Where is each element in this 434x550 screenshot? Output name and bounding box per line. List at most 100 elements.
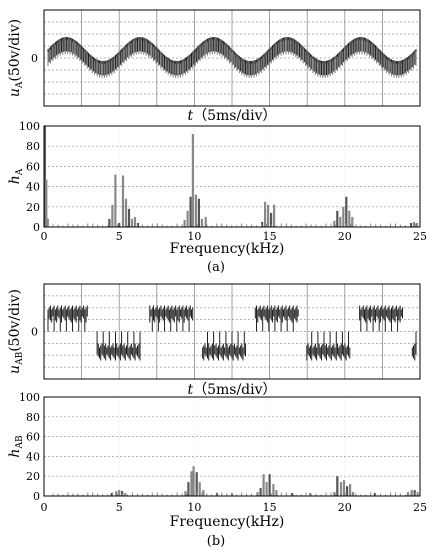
y-tick-label: 60 — [26, 160, 40, 173]
x-tick-label: 25 — [413, 501, 427, 514]
harmonic-bar — [351, 216, 354, 227]
harmonic-bar — [187, 482, 190, 496]
harmonic-bar — [183, 219, 186, 227]
x-tick-label: 0 — [41, 230, 48, 243]
harmonic-bar — [111, 204, 114, 227]
y-axis-label: hAB — [7, 435, 25, 458]
harmonic-bar — [43, 126, 46, 227]
x-tick-label: 10 — [187, 501, 201, 514]
harmonic-bar — [46, 218, 49, 227]
harmonic-bar — [190, 471, 193, 497]
harmonic-bar — [267, 204, 270, 227]
harmonic-bar — [336, 476, 339, 496]
y-tick-label: 0 — [31, 326, 38, 339]
harmonic-bar — [194, 194, 197, 227]
y-tick-label: 80 — [26, 411, 40, 424]
spectral-floor — [52, 223, 416, 227]
harmonic-bar — [373, 493, 376, 496]
harmonic-bar — [110, 493, 113, 496]
spectral-floor — [52, 492, 416, 496]
harmonic-bar — [114, 174, 117, 227]
caption-b: (b) — [207, 534, 225, 549]
harmonic-bar — [412, 221, 416, 227]
y-axis-label: uAB(50v/div) — [7, 289, 25, 374]
harmonic-bar — [136, 223, 140, 227]
harmonic-bar — [333, 220, 336, 227]
harmonic-bar — [127, 208, 131, 227]
harmonic-bar — [202, 490, 205, 496]
harmonic-bar — [272, 484, 275, 496]
y-tick-label: 40 — [26, 181, 40, 194]
y-tick-label: 20 — [26, 201, 40, 214]
harmonic-bar — [413, 490, 416, 496]
harmonic-bar — [45, 179, 48, 227]
y-tick-label: 60 — [26, 431, 40, 444]
harmonic-bar — [192, 466, 195, 496]
harmonic-bar — [124, 198, 128, 227]
harmonic-bar — [204, 216, 207, 227]
harmonic-bar — [262, 474, 265, 496]
harmonic-bar — [309, 493, 312, 496]
y-axis-label: uA(50v/div) — [7, 19, 25, 97]
x-tick-label: 15 — [263, 230, 277, 243]
harmonic-bar — [270, 212, 273, 227]
y-axis-label: hA — [7, 168, 25, 184]
x-axis-label: Frequency(kHz) — [170, 241, 285, 257]
caption-a: (a) — [207, 260, 225, 275]
harmonic-bar — [133, 216, 137, 227]
y-tick-label: 20 — [26, 470, 40, 483]
x-tick-label: 5 — [116, 501, 123, 514]
harmonic-bar — [275, 490, 278, 496]
harmonic-bar — [265, 482, 268, 496]
harmonic-bar — [410, 490, 413, 496]
x-tick-label: 20 — [338, 501, 352, 514]
y-tick-label: 100 — [19, 120, 40, 133]
x-tick-label: 5 — [116, 230, 123, 243]
x-axis-label: t（5ms/div） — [187, 382, 276, 398]
harmonic-bar — [415, 223, 419, 227]
harmonic-bar — [118, 223, 121, 227]
plot-frame — [43, 283, 421, 380]
harmonic-bar — [339, 482, 343, 496]
harmonic-bar — [197, 198, 200, 227]
voltage-waveform-shading — [47, 40, 417, 78]
y-tick-label: 0 — [31, 52, 38, 65]
panel-b-harmonic-spectrum: 0 20 40 60 80 100 0 5 10 15 20 25 hAB Frequency(kHz) — [7, 391, 427, 530]
harmonic-bar — [342, 480, 346, 496]
x-tick-label: 10 — [187, 230, 201, 243]
x-tick-label: 25 — [413, 230, 427, 243]
harmonic-bar — [198, 482, 201, 496]
panel-b-line-voltage: 0 uAB(50v/div) t（5ms/div） — [7, 283, 421, 398]
x-tick-label: 20 — [338, 230, 352, 243]
y-tick-label: 80 — [26, 140, 40, 153]
voltage-waveform — [47, 305, 417, 361]
panel-a-phase-voltage: 0 uA(50v/div) t（5ms/div） — [7, 9, 421, 124]
harmonic-bar — [409, 223, 413, 227]
harmonic-bar — [291, 493, 294, 496]
harmonic-bar — [256, 492, 259, 496]
harmonic-bar — [186, 210, 189, 227]
harmonic-bar — [191, 134, 194, 227]
y-tick-label: 100 — [19, 391, 40, 404]
harmonic-bar — [124, 493, 127, 496]
harmonic-bar — [261, 221, 264, 227]
x-axis-label: Frequency(kHz) — [170, 514, 285, 530]
y-tick-label: 0 — [33, 490, 40, 503]
x-axis-label: t（5ms/div） — [187, 108, 276, 124]
harmonic-bar — [406, 492, 410, 496]
harmonic-bar — [273, 204, 276, 227]
panel-a-harmonic-spectrum: 0 20 40 60 80 100 0 5 10 15 20 25 hA Frequency(kHz) — [7, 120, 427, 257]
x-tick-label: 15 — [263, 501, 277, 514]
harmonic-bar — [339, 216, 342, 227]
harmonic-bar — [349, 484, 352, 496]
harmonic-bar — [333, 492, 336, 496]
harmonic-bar — [348, 210, 351, 227]
harmonic-bar — [336, 210, 339, 227]
plot-frame — [43, 9, 421, 107]
plot-frame — [43, 125, 421, 228]
harmonic-bar — [352, 492, 355, 496]
harmonic-bar — [195, 472, 198, 496]
harmonic-bar — [200, 218, 203, 227]
harmonic-bar — [108, 218, 111, 227]
harmonic-bar — [115, 491, 118, 496]
